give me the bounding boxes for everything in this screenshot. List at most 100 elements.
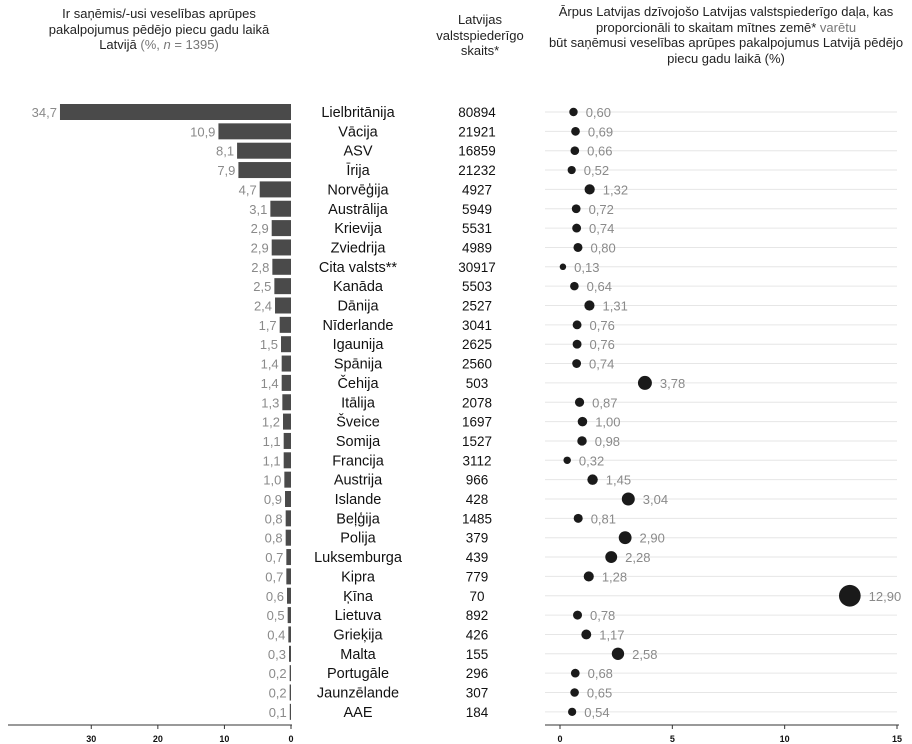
dot-x-tick-label: 15	[892, 734, 902, 744]
bar	[59, 104, 291, 120]
bar	[282, 394, 291, 411]
left-header-paren-open: (%,	[136, 37, 164, 52]
country-label: Itālija	[341, 395, 376, 411]
country-label: Kanāda	[333, 279, 384, 295]
share-dot	[587, 474, 598, 485]
population-count: 1697	[462, 415, 492, 430]
share-dot	[573, 242, 583, 252]
country-label: Kipra	[341, 569, 376, 585]
bar	[238, 162, 291, 179]
bar-value-label: 0,1	[269, 705, 287, 720]
share-value-label: 1,00	[595, 415, 620, 430]
share-dot	[581, 629, 592, 640]
population-count: 21232	[458, 163, 496, 178]
bar-x-tick-label: 0	[288, 734, 293, 744]
country-label: Ķīna	[343, 589, 374, 605]
country-label: Luksemburga	[314, 550, 403, 566]
bar-value-label: 3,1	[249, 202, 267, 217]
share-dot	[563, 456, 571, 465]
share-dot	[572, 223, 582, 233]
share-value-label: 2,90	[640, 531, 665, 546]
share-dot	[637, 375, 652, 390]
bar-value-label: 2,4	[254, 299, 272, 314]
bar	[287, 607, 291, 624]
share-dot	[568, 707, 577, 716]
share-dot	[573, 513, 583, 523]
left-panel-header: Ir saņēmis/-usi veselības aprūpes pakalp…	[40, 6, 278, 53]
dot-x-tick-label: 0	[557, 734, 562, 744]
bar	[289, 684, 291, 701]
bar	[274, 278, 291, 295]
share-dot	[572, 359, 582, 368]
country-label: Islande	[335, 492, 382, 508]
bar-value-label: 2,8	[251, 260, 269, 275]
share-dot	[572, 339, 582, 349]
bar-value-label: 10,9	[190, 124, 215, 139]
share-value-label: 1,17	[599, 627, 624, 642]
share-value-label: 3,78	[660, 376, 685, 391]
share-dot	[567, 165, 576, 175]
bar	[289, 665, 291, 682]
bar	[287, 587, 291, 604]
share-dot	[618, 531, 632, 545]
country-label: Lielbritānija	[321, 105, 395, 121]
left-header-n: n	[163, 37, 171, 52]
share-value-label: 0,78	[590, 608, 615, 623]
bar	[289, 645, 291, 662]
population-count: 5531	[462, 221, 492, 236]
population-count: 30917	[458, 260, 496, 275]
population-count: 4927	[462, 182, 492, 197]
country-label: Cita valsts**	[319, 260, 398, 276]
country-label: Portugāle	[327, 666, 389, 682]
bar-value-label: 2,9	[251, 240, 269, 255]
bar-value-label: 0,3	[268, 647, 286, 662]
bar	[288, 626, 291, 643]
population-count: 70	[469, 589, 484, 604]
population-count: 379	[466, 531, 489, 546]
bar-value-label: 2,5	[253, 279, 271, 294]
share-value-label: 0,52	[584, 163, 609, 178]
population-count: 439	[466, 550, 489, 565]
bar-value-label: 1,1	[263, 434, 281, 449]
bar-value-label: 1,7	[259, 318, 277, 333]
country-label: Austrālija	[328, 202, 389, 218]
share-value-label: 3,04	[643, 492, 668, 507]
population-count: 16859	[458, 144, 496, 159]
bar	[218, 123, 291, 140]
bar	[283, 452, 291, 469]
share-dot	[569, 107, 578, 117]
share-value-label: 0,98	[595, 434, 620, 449]
population-count: 80894	[458, 105, 496, 120]
population-count: 296	[466, 666, 489, 681]
share-value-label: 0,74	[589, 357, 614, 372]
bar-value-label: 0,7	[265, 550, 283, 565]
share-value-label: 0,65	[587, 686, 612, 701]
bar-value-label: 1,0	[263, 473, 281, 488]
share-dot	[621, 492, 635, 506]
bar	[237, 142, 291, 159]
share-dot	[584, 300, 595, 311]
bar-value-label: 1,4	[261, 357, 279, 372]
bar-value-label: 4,7	[239, 182, 257, 197]
bar-value-label: 0,2	[269, 686, 287, 701]
country-label: Grieķija	[333, 627, 383, 643]
right-panel-header: Ārpus Latvijas dzīvojošo Latvijas valsts…	[540, 4, 912, 66]
bar-value-label: 0,6	[266, 589, 284, 604]
bar-value-label: 1,5	[260, 337, 278, 352]
bar-value-label: 34,7	[32, 105, 57, 120]
bar-value-label: 0,8	[265, 531, 283, 546]
bar-value-label: 2,9	[251, 221, 269, 236]
bar-x-tick-label: 30	[86, 734, 96, 744]
share-dot	[559, 263, 567, 271]
bar	[285, 529, 291, 546]
share-dot	[584, 184, 595, 195]
country-label: Beļģija	[336, 511, 380, 527]
share-value-label: 1,28	[602, 569, 627, 584]
share-value-label: 1,31	[603, 299, 628, 314]
right-header-b: varētu	[816, 19, 857, 35]
middle-column-header: Latvijas valstspiederīgo skaits*	[436, 12, 524, 58]
share-value-label: 0,74	[589, 221, 614, 236]
country-label: Čehija	[337, 375, 379, 392]
population-count: 3112	[462, 453, 491, 468]
